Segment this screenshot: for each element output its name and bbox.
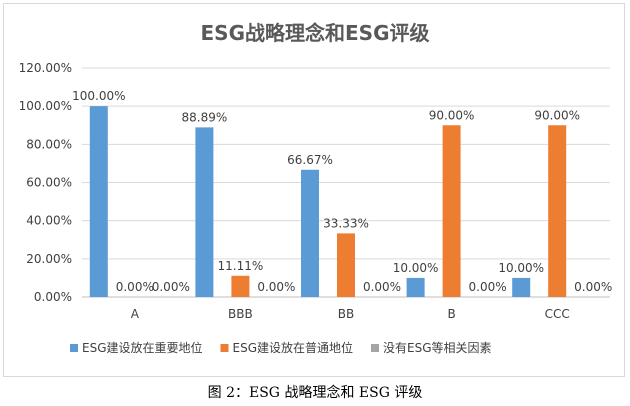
data-label: 0.00% [116, 280, 154, 294]
x-axis-ticks: A BBB BB B CCC [131, 307, 570, 321]
legend-label: ESG建设放在重要地位 [82, 340, 203, 355]
y-tick-label: 60.00% [26, 176, 72, 190]
chart-title: ESG战略理念和ESG评级 [201, 21, 430, 45]
x-tick-label: BBB [228, 307, 253, 321]
x-tick-label: CCC [545, 307, 570, 321]
data-label: 100.00% [72, 89, 125, 103]
data-label: 0.00% [469, 280, 507, 294]
data-label: 33.33% [323, 216, 369, 230]
bar [548, 125, 567, 297]
data-label: 88.89% [182, 110, 228, 124]
x-tick-label: A [131, 307, 140, 321]
bar [442, 125, 461, 297]
bar [406, 277, 425, 297]
data-label: 0.00% [574, 280, 612, 294]
y-axis-ticks: 0.00% 20.00% 40.00% 60.00% 80.00% 100.00% 120.… [19, 61, 72, 304]
chart: ESG战略理念和ESG评级 0.00% 20.00% 40.00% 60.00% 80.… [19, 21, 613, 355]
legend-label: 没有ESG等相关因素 [383, 340, 492, 355]
y-tick-label: 120.00% [19, 61, 72, 75]
data-label: 10.00% [393, 261, 439, 275]
y-tick-label: 40.00% [26, 214, 72, 228]
bar [231, 275, 250, 297]
data-label: 0.00% [363, 280, 401, 294]
bar [89, 106, 108, 298]
y-tick-label: 20.00% [26, 252, 72, 266]
bar [195, 127, 214, 297]
data-labels: 100.00%0.00%0.00%88.89%11.11%0.00%66.67%… [72, 89, 612, 294]
y-tick-label: 0.00% [34, 290, 72, 304]
x-tick-label: BB [338, 307, 354, 321]
legend: ESG建设放在重要地位 ESG建设放在普通地位 没有ESG等相关因素 [70, 340, 492, 355]
bars [89, 106, 567, 298]
legend-swatch [70, 344, 78, 352]
bar [512, 277, 531, 297]
data-label: 0.00% [152, 280, 190, 294]
y-tick-label: 80.00% [26, 137, 72, 151]
data-label: 90.00% [534, 108, 580, 122]
legend-swatch [371, 344, 379, 352]
data-label: 90.00% [429, 108, 475, 122]
data-label: 11.11% [218, 259, 264, 273]
bar [337, 233, 355, 297]
data-label: 66.67% [287, 153, 333, 167]
y-tick-label: 100.00% [19, 99, 72, 113]
legend-label: ESG建设放在普通地位 [233, 340, 354, 355]
data-label: 0.00% [257, 280, 295, 294]
bar [301, 169, 319, 297]
figure-caption: 图 2：ESG 战略理念和 ESG 评级 [207, 385, 423, 401]
legend-swatch [220, 344, 229, 352]
x-tick-label: B [447, 307, 455, 321]
data-label: 10.00% [498, 261, 544, 275]
